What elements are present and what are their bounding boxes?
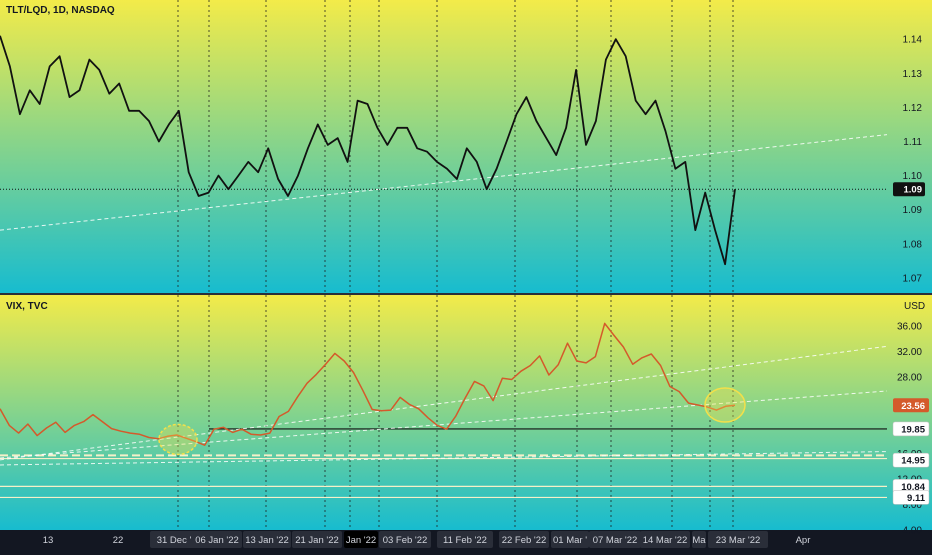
highlight-circle (704, 387, 746, 423)
vix-price-tag (892, 421, 930, 437)
ratio-y-tick-label: 1.12 (903, 103, 923, 114)
vix-y-tick-label: 4.00 (903, 526, 923, 537)
ratio-y-tick-label: 1.13 (903, 69, 923, 80)
pane-divider[interactable] (0, 293, 932, 295)
time-axis-label: 06 Jan '22 (195, 535, 239, 546)
vix-price-tag (893, 398, 929, 413)
time-axis-label-box (640, 531, 690, 548)
time-axis-label: 03 Feb '22 (383, 535, 428, 546)
vix-trendline (0, 390, 888, 459)
time-axis-label: 01 Mar ' (553, 535, 587, 546)
time-axis-label-box (192, 531, 242, 548)
ratio-y-tick-label: 1.09 (903, 205, 923, 216)
time-axis-label: Apr (796, 535, 811, 546)
time-axis-label-box (692, 531, 706, 548)
vix-price-tag-text: 23.56 (901, 401, 925, 412)
ratio-pane-background (0, 0, 932, 293)
vix-y-tick-label: 32.00 (897, 347, 922, 358)
vix-y-tick-label: 8.00 (903, 500, 923, 511)
ratio-y-tick-label: 1.11 (903, 137, 922, 148)
ratio-series-line[interactable] (0, 35, 736, 266)
time-axis-label-box (344, 531, 378, 548)
time-axis-label-box (589, 531, 641, 548)
time-axis-label-box (150, 531, 198, 548)
time-axis-label-box (499, 531, 549, 548)
vix-price-tag (892, 452, 930, 468)
vix-pane-title: VIX, TVC (6, 301, 48, 312)
time-axis-label: 23 Mar '22 (716, 535, 761, 546)
vix-price-tag-text: 10.84 (901, 482, 925, 493)
time-axis-label-box (379, 531, 431, 548)
time-axis-label-box (292, 531, 342, 548)
vix-price-tag-text: 19.85 (901, 424, 925, 435)
time-axis-label: 22 (113, 535, 124, 546)
time-axis-label-box (437, 531, 493, 548)
ratio-y-tick-label: 1.08 (903, 239, 923, 250)
highlight-circle (158, 423, 198, 456)
time-axis-label-box (551, 531, 589, 548)
vix-series-line[interactable] (0, 322, 736, 446)
ratio-y-tick-label: 1.07 (903, 273, 923, 284)
ratio-pane-title: TLT/LQD, 1D, NASDAQ (6, 5, 115, 16)
ratio-trendline (0, 134, 888, 231)
time-axis-label: Jan '22 (346, 535, 376, 546)
time-axis-label: 13 (43, 535, 54, 546)
vix-y-tick-label: 36.00 (897, 321, 922, 332)
time-axis-label: 11 Feb '22 (443, 535, 487, 546)
time-axis-label-box (708, 531, 768, 548)
vix-price-tag-text: 14.95 (901, 456, 925, 467)
currency-label: USD (904, 301, 925, 312)
time-axis-label: Ma (692, 535, 706, 546)
ratio-y-tick-label: 1.10 (903, 171, 923, 182)
ratio-y-tick-label: 1.14 (903, 35, 923, 46)
vix-pane-background (0, 295, 932, 530)
vix-y-tick-label: 28.00 (897, 372, 922, 383)
time-axis-label: 14 Mar '22 (643, 535, 688, 546)
time-axis-label: 22 Feb '22 (502, 535, 547, 546)
ratio-last-value-tag (893, 182, 925, 197)
vix-price-tag (892, 490, 930, 505)
ratio-last-value-text: 1.09 (904, 185, 923, 196)
time-axis-label: 13 Jan '22 (245, 535, 289, 546)
vix-price-tag-text: 9.11 (907, 493, 926, 504)
time-axis-label: 21 Jan '22 (295, 535, 339, 546)
vix-trendline (0, 345, 888, 461)
time-axis-label: 07 Mar '22 (593, 535, 638, 546)
vix-trendline (0, 451, 888, 466)
time-axis-label-box (243, 531, 291, 548)
time-axis-label: 31 Dec ' (157, 535, 192, 546)
